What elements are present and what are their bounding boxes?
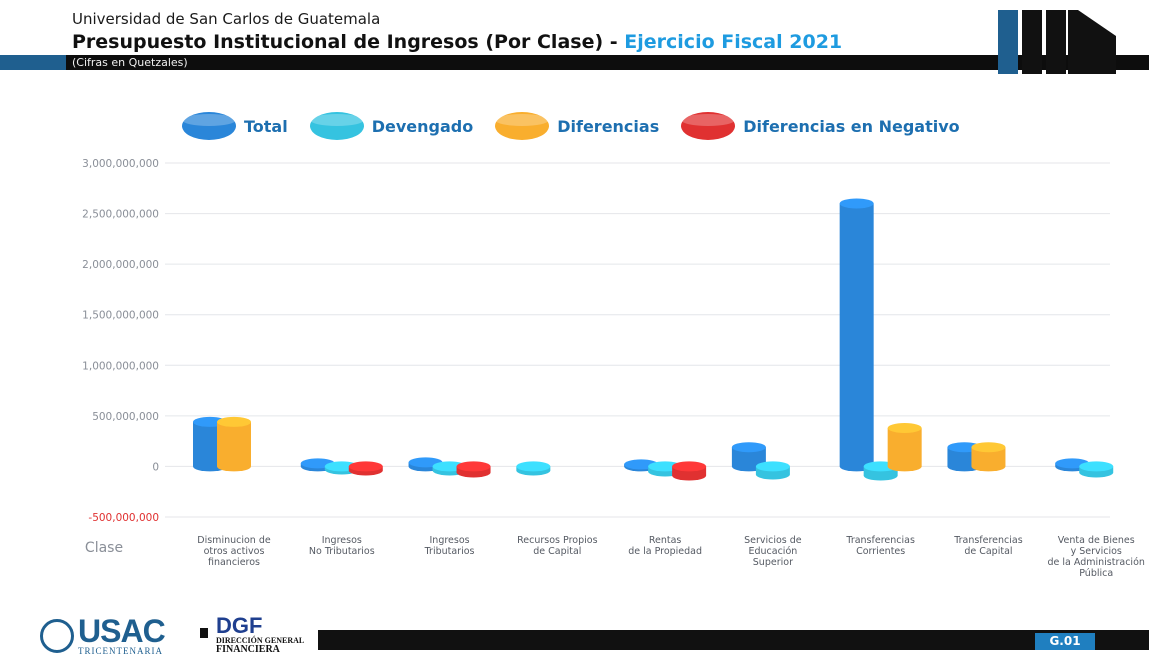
x-tick-label: Corrientes	[856, 546, 905, 557]
bar-devengado-cap	[1079, 461, 1113, 471]
y-tick-label: 0	[152, 461, 159, 473]
category-group	[624, 459, 706, 480]
x-tick-label: Ingresos	[430, 535, 470, 546]
x-tick-label: Rentas	[649, 535, 682, 546]
x-tick-label: de Capital	[964, 546, 1012, 557]
usac-logo: USAC TRICENTENARIA	[40, 615, 165, 656]
y-tick-label: 2,000,000,000	[82, 259, 159, 271]
y-tick-label: 1,500,000,000	[82, 310, 159, 322]
x-tick-label: Tributarios	[424, 546, 475, 557]
bar-total-cap	[732, 442, 766, 452]
category-group	[947, 442, 1005, 471]
category-group	[516, 461, 550, 475]
bar-diferencias-base	[217, 461, 251, 471]
x-tick-label: de la Administración	[1048, 557, 1145, 568]
x-tick-label: Recursos Propios	[517, 535, 597, 546]
bar-chart: 3,000,000,000 2,500,000,000 2,000,000,000 1…	[0, 0, 1149, 610]
bar-diferencias-base	[971, 461, 1005, 471]
x-tick-label: de la Propiedad	[628, 546, 702, 557]
bar-devengado-base	[864, 471, 898, 481]
x-tick-label: Disminucion de	[197, 535, 271, 546]
bar-diferencias-en-negativo-cap	[457, 461, 491, 471]
bar-total	[840, 203, 874, 466]
bar-diferencias-cap	[888, 423, 922, 433]
category-group	[840, 198, 922, 480]
logo-separator	[200, 628, 208, 638]
category-group	[193, 417, 251, 472]
dgf-logo: DGF DIRECCIÓN GENERAL FINANCIERA	[216, 615, 304, 655]
x-tick-label: Servicios de	[744, 535, 802, 546]
category-group	[732, 442, 790, 479]
x-tick-label: Superior	[753, 557, 793, 568]
footer-bar	[318, 630, 1149, 650]
x-tick-label: No Tributarios	[309, 546, 375, 557]
usac-logo-subtext: TRICENTENARIA	[78, 647, 165, 656]
x-tick-label: Transferencias	[953, 535, 1023, 546]
x-tick-label: Pública	[1079, 568, 1113, 579]
y-tick-label: 2,500,000,000	[82, 209, 159, 221]
bar-diferencias	[217, 422, 251, 467]
x-tick-label: Venta de Bienes	[1058, 535, 1135, 546]
bar-diferencias-cap	[217, 417, 251, 427]
bar-diferencias-en-negativo-cap	[672, 461, 706, 471]
bar-diferencias-base	[888, 461, 922, 471]
x-tick-label: financieros	[208, 557, 260, 568]
category-group	[409, 457, 491, 477]
x-tick-label: Ingresos	[322, 535, 362, 546]
y-tick-label: -500,000,000	[88, 512, 159, 524]
bar-devengado-cap	[756, 461, 790, 471]
y-tick-label: 500,000,000	[92, 411, 159, 423]
x-tick-label: Transferencias	[845, 535, 915, 546]
dgf-logo-text: DGF	[216, 615, 304, 637]
y-tick-label: 1,000,000,000	[82, 360, 159, 372]
x-tick-label: Educación	[748, 546, 797, 557]
bar-diferencias-en-negativo-cap	[349, 461, 383, 471]
x-tick-label: otros activos	[204, 546, 265, 557]
bar-total-cap	[840, 198, 874, 208]
y-tick-label: 3,000,000,000	[82, 158, 159, 170]
bar-diferencias-en-negativo-base	[672, 471, 706, 481]
x-axis-label: Clase	[85, 540, 123, 556]
category-group	[1055, 458, 1113, 477]
x-tick-label: y Servicios	[1071, 546, 1122, 557]
usac-logo-text: USAC	[78, 615, 165, 647]
bar-diferencias-cap	[971, 442, 1005, 452]
x-tick-label: de Capital	[533, 546, 581, 557]
category-group	[301, 458, 383, 475]
page-tag: G.01	[1035, 633, 1095, 650]
dgf-logo-subtext-2: FINANCIERA	[216, 645, 304, 655]
usac-seal-icon	[40, 619, 74, 653]
bar-devengado-cap	[516, 461, 550, 471]
bar-diferencias	[888, 428, 922, 466]
